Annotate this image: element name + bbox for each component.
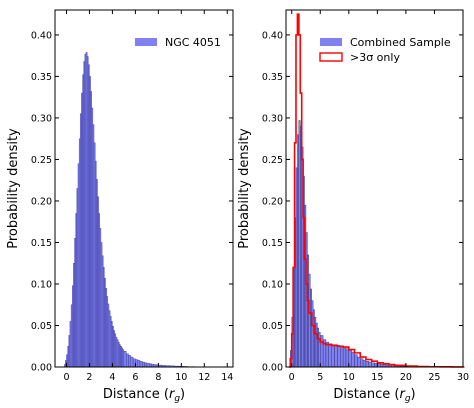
x-tick-label: 30: [457, 372, 469, 383]
histogram-bar: [123, 351, 127, 368]
histogram-series-0: [290, 120, 431, 368]
histogram-bar: [371, 362, 375, 368]
histogram-bar: [342, 346, 347, 368]
x-tick-label: 20: [400, 372, 412, 383]
histogram-bar: [295, 167, 298, 368]
histogram-bar: [337, 345, 341, 368]
histogram-bar: [318, 331, 321, 368]
histogram-bar: [310, 288, 312, 368]
y-tick-label: 0.10: [31, 279, 52, 290]
y-tick-label: 0.35: [31, 72, 52, 83]
x-tick-label: 5: [317, 372, 323, 383]
left-panel-ngc4051: 0 2 4 6 8 10 12 14 0.00 0.05 0.10 0.15 0.20 0.25 0.30 0…: [6, 9, 234, 404]
histogram-series-0: [64, 52, 223, 368]
y-tick-label: 0.25: [262, 155, 283, 166]
step-line-series-1: [288, 13, 465, 368]
y-axis-label: Probability density: [237, 128, 252, 249]
x-tick-label: 0: [63, 372, 69, 383]
legend-label: Combined Sample: [350, 36, 451, 49]
y-tick-label: 0.20: [262, 196, 283, 207]
y-tick-label: 0.00: [31, 363, 52, 374]
histogram-bar: [354, 354, 358, 368]
histogram-bar: [137, 360, 141, 368]
y-tick-label: 0.05: [262, 321, 283, 332]
histogram-bar: [300, 126, 302, 368]
x-tick-label: 0: [289, 372, 295, 383]
histogram-bar: [331, 344, 335, 368]
x-tick-label: 8: [155, 372, 161, 383]
histogram-bar: [146, 363, 150, 368]
plot-frame: [285, 9, 464, 368]
legend: Combined Sample >3σ only: [319, 36, 451, 64]
histogram-bar: [130, 356, 134, 368]
y-tick-label: 0.25: [31, 155, 52, 166]
legend-label: >3σ only: [350, 51, 400, 64]
histogram-bar: [128, 355, 131, 368]
x-tick-label: 10: [175, 372, 187, 383]
histogram-bar: [368, 361, 372, 368]
plot-frame: [54, 9, 234, 368]
y-tick-label: 0.40: [262, 30, 283, 41]
y-tick-label: 0.30: [262, 113, 283, 124]
x-axis-label: Distance (rg): [103, 387, 185, 404]
legend: NGC 4051: [135, 36, 221, 49]
histogram-bar: [328, 343, 332, 368]
legend-swatch: [320, 38, 342, 46]
x-tick-label: 25: [428, 372, 440, 383]
histogram-bar: [314, 317, 317, 368]
x-tick-label: 14: [221, 372, 233, 383]
y-tick-label: 0.15: [31, 238, 52, 249]
y-tick-label: 0.20: [31, 196, 52, 207]
y-tick-label: 0.05: [31, 321, 52, 332]
x-axis-label: Distance (rg): [333, 387, 415, 404]
x-tick-label: 2: [86, 372, 92, 383]
x-tick-label: 10: [343, 372, 355, 383]
histogram-bar: [365, 361, 369, 368]
y-tick-label: 0.15: [262, 238, 283, 249]
y-tick-label: 0.30: [31, 113, 52, 124]
y-tick-label: 0.00: [262, 363, 283, 374]
x-tick-label: 4: [109, 372, 115, 383]
legend-swatch: [319, 52, 343, 62]
x-tick-label: 15: [371, 372, 383, 383]
histogram-bar: [297, 134, 300, 368]
histogram-bar: [312, 309, 315, 368]
y-tick-label: 0.10: [262, 279, 283, 290]
right-panel-combined-sample: 0 5 10 15 20 25 30 0.00 0.05 0.10 0.15 0.20 0.25 0.30…: [237, 9, 469, 404]
y-tick-label: 0.35: [262, 72, 283, 83]
histogram-bar: [360, 358, 364, 368]
legend-swatch: [135, 38, 157, 46]
histogram-bar: [351, 351, 355, 368]
histogram-bar: [142, 361, 145, 368]
histogram-bar: [308, 273, 311, 368]
histogram-bar: [334, 344, 338, 368]
x-tick-label: 12: [198, 372, 210, 383]
histogram-bar: [340, 346, 344, 368]
histogram-bar: [139, 361, 143, 368]
histogram-bar: [126, 353, 129, 368]
histogram-bar: [357, 356, 361, 368]
y-tick-label: 0.40: [31, 30, 52, 41]
y-axis-label: Probability density: [6, 128, 21, 249]
histogram-bar: [315, 322, 318, 368]
histogram-bar: [311, 300, 314, 368]
histogram-bar: [362, 360, 367, 368]
histogram-bar: [325, 341, 329, 368]
histogram-bar: [298, 120, 301, 368]
histogram-bar: [144, 362, 148, 368]
legend-label: NGC 4051: [165, 36, 221, 49]
x-tick-label: 6: [132, 372, 138, 383]
